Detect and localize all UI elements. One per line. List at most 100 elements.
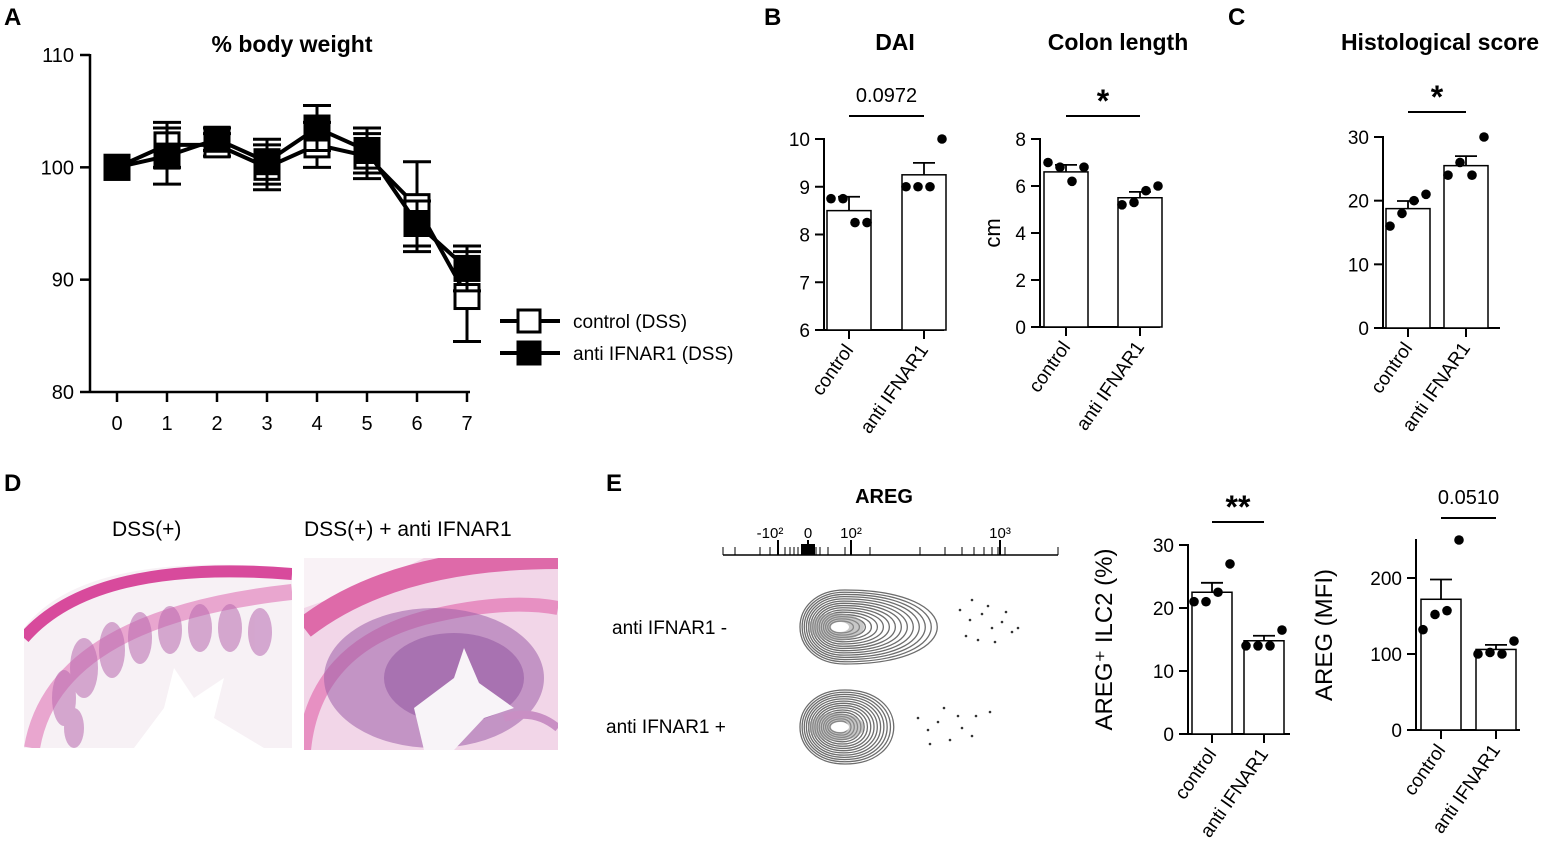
flow-negative-contour [803, 593, 926, 661]
y-tick-label: 10 [789, 130, 810, 151]
flow-event-dot [976, 638, 980, 642]
histology-image-dss-anti-ifnar1 [304, 558, 558, 750]
data-point [1241, 641, 1251, 651]
flow-positive-contour [799, 689, 895, 765]
data-point [862, 217, 872, 228]
significance-label: 0.0510 [1438, 487, 1499, 509]
x-tick-label: 6 [411, 413, 422, 435]
data-point [838, 193, 848, 204]
y-tick-label: 20 [1348, 192, 1369, 213]
flow-event-dot [980, 612, 984, 616]
y-axis-label: cm [980, 218, 1005, 247]
filled-square-marker [203, 125, 231, 153]
data-point [1385, 221, 1395, 231]
flow-event-dot [968, 618, 972, 622]
flow-event-dot [990, 626, 994, 630]
significance-label: ** [1226, 489, 1251, 525]
data-point [1473, 649, 1483, 659]
y-tick-label: 10 [1153, 662, 1174, 683]
y-tick-label: 0 [1015, 318, 1026, 339]
flow-positive-contour [814, 704, 872, 750]
histology-left-label: DSS(+) [112, 518, 182, 541]
y-tick-label: 9 [799, 178, 810, 199]
panel-label-c: C [1228, 4, 1246, 31]
y-tick-label: 100 [41, 157, 74, 179]
bar [1117, 197, 1163, 328]
significance-label: * [1431, 79, 1444, 115]
flow-positive-contour [801, 691, 892, 763]
flow-event-dot [928, 742, 932, 746]
panel-label-a: A [4, 4, 22, 31]
flow-event-dot [942, 706, 946, 710]
x-tick-label: 1 [161, 413, 172, 435]
x-tick-label: control [1171, 745, 1221, 804]
data-point [925, 181, 935, 192]
data-point [1201, 596, 1211, 607]
flow-positive-center [831, 722, 849, 732]
data-point [937, 134, 947, 144]
data-point [1043, 157, 1053, 168]
flow-event-dot [958, 608, 962, 612]
data-point [1509, 636, 1519, 646]
filled-square-marker [103, 153, 131, 181]
data-point [1418, 624, 1428, 635]
filled-square-marker [253, 148, 281, 176]
x-tick-label: control [1025, 338, 1075, 397]
y-tick-label: 0 [1391, 721, 1402, 742]
flow-positive-contour [805, 696, 885, 758]
y-tick-label: 80 [52, 382, 74, 404]
data-point [1153, 181, 1163, 191]
data-point [1485, 647, 1495, 658]
flow-positive-contour [803, 693, 888, 761]
bar [1043, 171, 1089, 328]
data-point [1442, 605, 1452, 616]
data-point [1189, 596, 1199, 607]
x-tick-label: control [1400, 741, 1450, 800]
x-tick-label: anti IFNAR1 [857, 341, 934, 438]
y-axis-label: AREG (MFI) [1311, 569, 1338, 701]
flow-event-dot [956, 714, 960, 718]
flow-negative-center [831, 622, 849, 632]
y-tick-label: 2 [1015, 271, 1026, 292]
data-point [1213, 587, 1223, 598]
flow-tick-label: 0 [804, 525, 812, 542]
chart-title-body-weight: % body weight [212, 31, 373, 57]
histology-image-dss [24, 558, 292, 748]
data-point [1497, 649, 1507, 659]
data-point [826, 193, 836, 204]
y-tick-label: 8 [1015, 130, 1026, 151]
y-tick-label: 110 [42, 45, 74, 67]
panel-label-e: E [606, 470, 623, 497]
flow-tick-label: 10² [840, 525, 862, 542]
bar [1420, 598, 1462, 731]
filled-square-marker [403, 210, 431, 237]
y-tick-label: 90 [52, 270, 74, 292]
flow-event-dot [916, 716, 920, 720]
legend-open-square [516, 308, 542, 334]
filled-square-marker [303, 114, 331, 142]
flow-event-dot [1016, 626, 1020, 630]
flow-negative-contour [808, 598, 914, 656]
data-point [1277, 625, 1287, 635]
filled-square-marker [353, 136, 381, 164]
bar [901, 174, 947, 331]
flow-axis-title: AREG [855, 486, 913, 508]
flow-negative-contour [810, 600, 908, 654]
data-point [1397, 208, 1407, 219]
legend-label: control (DSS) [573, 312, 687, 333]
chart-title: DAI [875, 29, 915, 55]
y-tick-label: 30 [1348, 128, 1369, 149]
flow-event-dot [1000, 620, 1004, 624]
flow-event-dot [948, 738, 952, 742]
chart-title: Histological score [1341, 29, 1539, 55]
flow-event-dot [1010, 630, 1014, 634]
data-point [1117, 200, 1127, 210]
flow-dense-ticks [801, 544, 815, 555]
flow-event-dot [926, 728, 930, 732]
data-point [1454, 535, 1464, 545]
histology-right-label: DSS(+) + anti IFNAR1 [304, 518, 512, 541]
y-tick-label: 100 [1370, 645, 1402, 666]
bar [826, 209, 872, 331]
y-tick-label: 0 [1163, 725, 1174, 746]
